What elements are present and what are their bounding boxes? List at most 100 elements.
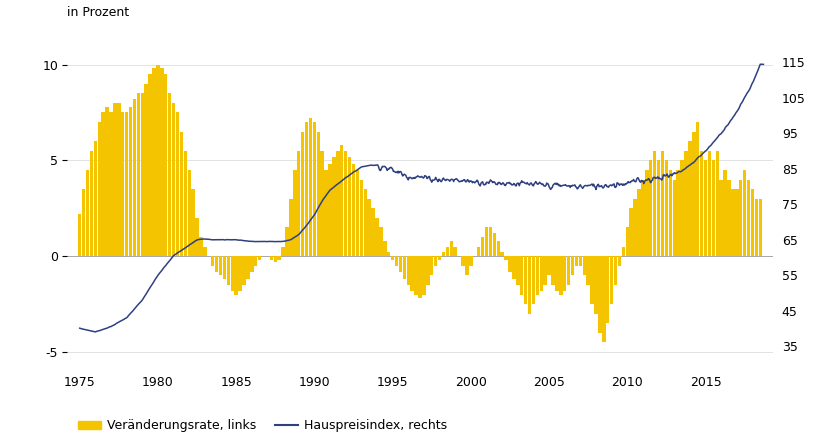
Bar: [218, 256, 223, 276]
Bar: [293, 170, 297, 256]
Bar: [168, 93, 171, 256]
Bar: [211, 256, 214, 266]
Bar: [704, 160, 707, 256]
Bar: [242, 256, 246, 285]
Bar: [501, 252, 504, 256]
Bar: [617, 256, 622, 266]
Bar: [144, 84, 148, 256]
Bar: [109, 112, 113, 256]
Bar: [575, 256, 578, 266]
Bar: [524, 256, 528, 304]
Bar: [133, 99, 136, 256]
Bar: [364, 189, 367, 256]
Bar: [543, 256, 547, 285]
Bar: [598, 256, 601, 333]
Bar: [727, 180, 731, 256]
Bar: [180, 132, 183, 256]
Text: in Prozent: in Prozent: [67, 6, 129, 19]
Bar: [492, 233, 496, 256]
Bar: [614, 256, 617, 285]
Bar: [379, 228, 382, 256]
Bar: [156, 65, 160, 256]
Bar: [586, 256, 590, 285]
Bar: [149, 74, 152, 256]
Bar: [187, 170, 191, 256]
Bar: [348, 156, 351, 256]
Bar: [583, 256, 586, 276]
Bar: [579, 256, 582, 266]
Bar: [731, 189, 735, 256]
Bar: [438, 256, 441, 260]
Bar: [317, 132, 320, 256]
Bar: [355, 170, 360, 256]
Bar: [117, 103, 121, 256]
Bar: [430, 256, 433, 276]
Bar: [234, 256, 238, 294]
Bar: [184, 151, 187, 256]
Bar: [664, 160, 668, 256]
Bar: [301, 132, 304, 256]
Bar: [281, 247, 285, 256]
Bar: [164, 74, 167, 256]
Bar: [708, 151, 711, 256]
Bar: [367, 199, 371, 256]
Bar: [352, 164, 355, 256]
Bar: [254, 256, 257, 266]
Bar: [661, 151, 664, 256]
Bar: [407, 256, 410, 285]
Bar: [571, 256, 575, 276]
Bar: [716, 151, 719, 256]
Bar: [735, 189, 738, 256]
Bar: [602, 256, 606, 342]
Bar: [230, 256, 234, 291]
Bar: [309, 118, 312, 256]
Bar: [563, 256, 566, 291]
Bar: [192, 189, 195, 256]
Bar: [277, 256, 281, 260]
Bar: [102, 112, 105, 256]
Bar: [747, 180, 750, 256]
Bar: [469, 256, 473, 266]
Bar: [321, 151, 324, 256]
Bar: [328, 164, 332, 256]
Bar: [270, 256, 273, 260]
Bar: [297, 151, 301, 256]
Bar: [520, 256, 523, 294]
Bar: [680, 160, 684, 256]
Bar: [199, 237, 202, 256]
Bar: [434, 256, 438, 266]
Bar: [113, 103, 117, 256]
Bar: [692, 132, 696, 256]
Bar: [305, 122, 308, 256]
Bar: [286, 228, 289, 256]
Bar: [461, 256, 465, 266]
Bar: [336, 151, 339, 256]
Bar: [258, 256, 261, 260]
Bar: [125, 112, 129, 256]
Bar: [759, 199, 762, 256]
Bar: [559, 256, 563, 294]
Bar: [696, 122, 700, 256]
Bar: [532, 256, 535, 304]
Bar: [508, 256, 512, 271]
Bar: [516, 256, 519, 285]
Bar: [227, 256, 230, 285]
Bar: [754, 199, 758, 256]
Bar: [480, 237, 485, 256]
Bar: [395, 256, 398, 266]
Bar: [289, 199, 292, 256]
Bar: [638, 189, 641, 256]
Bar: [418, 256, 422, 298]
Bar: [246, 256, 249, 279]
Bar: [711, 160, 715, 256]
Bar: [203, 247, 207, 256]
Bar: [223, 256, 226, 279]
Bar: [622, 247, 625, 256]
Bar: [489, 228, 492, 256]
Bar: [657, 160, 660, 256]
Bar: [739, 180, 743, 256]
Bar: [160, 69, 164, 256]
Bar: [383, 241, 386, 256]
Bar: [215, 256, 218, 271]
Bar: [594, 256, 598, 314]
